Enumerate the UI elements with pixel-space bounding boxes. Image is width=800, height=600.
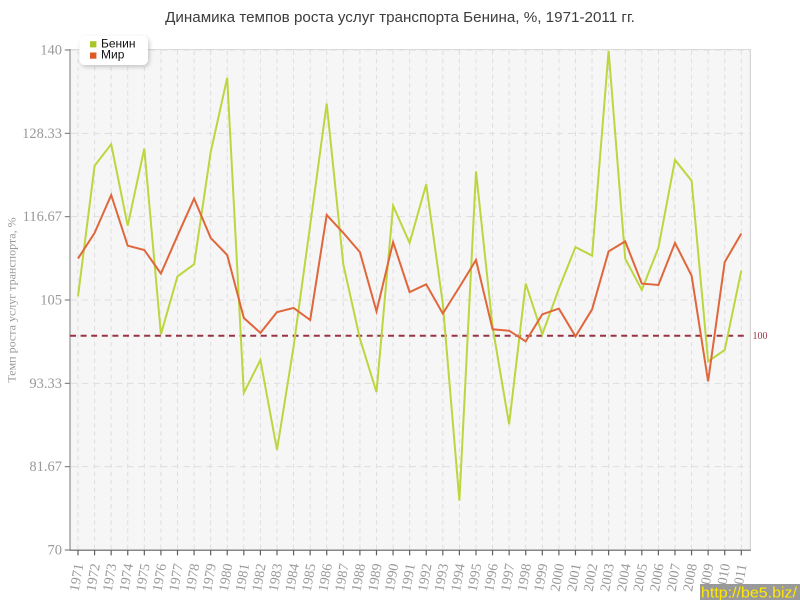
svg-text:1971: 1971 xyxy=(68,563,88,593)
svg-text:1989: 1989 xyxy=(366,563,386,593)
svg-text:Динамика темпов роста услуг тр: Динамика темпов роста услуг транспорта Б… xyxy=(165,9,635,26)
svg-text:128.33: 128.33 xyxy=(22,126,62,142)
svg-text:116.67: 116.67 xyxy=(23,209,62,225)
svg-text:1998: 1998 xyxy=(515,563,535,593)
svg-text:1995: 1995 xyxy=(466,563,486,593)
svg-text:2007: 2007 xyxy=(665,563,685,593)
svg-text:1981: 1981 xyxy=(233,563,253,593)
svg-text:1990: 1990 xyxy=(383,563,403,593)
svg-text:81.67: 81.67 xyxy=(29,459,62,475)
svg-text:1988: 1988 xyxy=(350,563,370,593)
svg-text:1974: 1974 xyxy=(117,563,137,593)
svg-text:Темп роста услуг транспорта, %: Темп роста услуг транспорта, % xyxy=(5,217,19,382)
svg-text:1979: 1979 xyxy=(200,563,220,593)
svg-text:1997: 1997 xyxy=(499,563,519,593)
svg-text:2008: 2008 xyxy=(681,563,701,593)
svg-text:1976: 1976 xyxy=(151,563,171,593)
svg-text:2003: 2003 xyxy=(598,563,618,593)
svg-text:1986: 1986 xyxy=(316,563,336,593)
svg-text:93.33: 93.33 xyxy=(29,376,62,392)
svg-text:140: 140 xyxy=(40,43,62,59)
svg-text:2002: 2002 xyxy=(582,563,602,593)
svg-text:1985: 1985 xyxy=(300,563,320,593)
svg-text:105: 105 xyxy=(40,293,62,309)
svg-text:1978: 1978 xyxy=(184,563,204,593)
svg-text:1977: 1977 xyxy=(167,563,187,593)
svg-text:1992: 1992 xyxy=(416,563,436,593)
svg-text:1972: 1972 xyxy=(84,563,104,593)
svg-text:100: 100 xyxy=(753,331,768,342)
svg-text:1994: 1994 xyxy=(449,563,469,593)
svg-text:2004: 2004 xyxy=(615,563,635,593)
svg-text:Мир: Мир xyxy=(101,48,125,62)
svg-text:1975: 1975 xyxy=(134,563,154,593)
svg-text:1987: 1987 xyxy=(333,563,353,593)
svg-text:1973: 1973 xyxy=(101,563,121,593)
svg-text:1983: 1983 xyxy=(267,563,287,593)
svg-text:1982: 1982 xyxy=(250,563,270,593)
svg-text:Бенин: Бенин xyxy=(101,36,136,50)
svg-text:http://be5.biz/: http://be5.biz/ xyxy=(701,585,798,600)
svg-text:1984: 1984 xyxy=(283,563,303,593)
svg-text:2000: 2000 xyxy=(549,563,569,593)
svg-text:1999: 1999 xyxy=(532,563,552,593)
svg-text:2005: 2005 xyxy=(631,563,651,593)
svg-text:1991: 1991 xyxy=(399,563,419,593)
svg-text:70: 70 xyxy=(48,543,63,559)
svg-text:1993: 1993 xyxy=(432,563,452,593)
svg-text:1980: 1980 xyxy=(217,563,237,593)
svg-text:2006: 2006 xyxy=(648,563,668,593)
svg-text:2001: 2001 xyxy=(565,563,585,593)
svg-text:1996: 1996 xyxy=(482,563,502,593)
